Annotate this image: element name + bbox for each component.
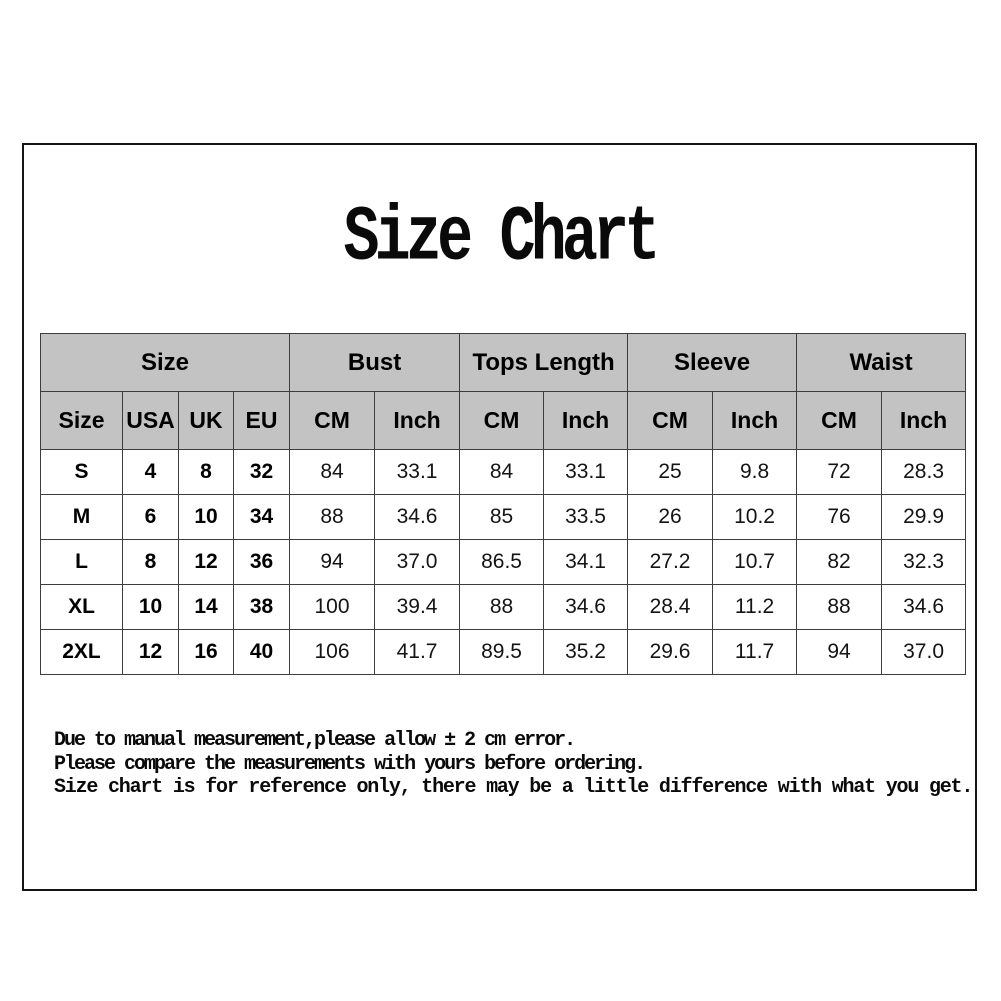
size-chart-table: Size Bust Tops Length Sleeve Waist Size … bbox=[39, 333, 967, 675]
table-cell: 39.4 bbox=[374, 584, 461, 630]
table-cell: M bbox=[40, 494, 123, 540]
table-row-xl: XL 10 14 38 100 39.4 88 34.6 28.4 11.2 8… bbox=[40, 584, 967, 630]
table-cell: 100 bbox=[289, 584, 376, 630]
table-cell: 85 bbox=[459, 494, 545, 540]
table-cell: 11.7 bbox=[712, 629, 798, 675]
table-cell: 10 bbox=[122, 584, 179, 630]
note-line-3: Size chart is for reference only, there … bbox=[54, 776, 973, 799]
column-header-waist-inch: Inch bbox=[881, 391, 967, 450]
table-cell: 28.4 bbox=[627, 584, 714, 630]
column-header-tops-cm: CM bbox=[459, 391, 545, 450]
column-header-usa: USA bbox=[122, 391, 179, 450]
outer-frame: Size Chart Size Bust Tops Length Sleeve … bbox=[22, 143, 977, 891]
column-header-uk: UK bbox=[178, 391, 234, 450]
page-title: Size Chart bbox=[343, 194, 660, 284]
table-cell: 10 bbox=[178, 494, 234, 540]
table-cell: 34 bbox=[232, 494, 291, 540]
column-header-bust-cm: CM bbox=[289, 391, 376, 450]
column-header-size: Size bbox=[40, 391, 123, 450]
group-header-row: Size Bust Tops Length Sleeve Waist bbox=[39, 333, 967, 392]
table-cell: 88 bbox=[289, 494, 376, 540]
column-header-tops-inch: Inch bbox=[543, 391, 629, 450]
table-cell: 41.7 bbox=[374, 629, 461, 675]
table-cell: 28.3 bbox=[881, 449, 967, 495]
table-cell: 16 bbox=[178, 629, 234, 675]
table-cell: 37.0 bbox=[881, 629, 967, 675]
measurement-notes: Due to manual measurement,please allow ±… bbox=[54, 729, 973, 800]
table-cell: 33.1 bbox=[543, 449, 629, 495]
table-cell: 25 bbox=[627, 449, 714, 495]
table-row-m: M 6 10 34 88 34.6 85 33.5 26 10.2 76 29.… bbox=[40, 494, 967, 540]
table-cell: 9.8 bbox=[712, 449, 798, 495]
note-line-1: Due to manual measurement,please allow ±… bbox=[54, 729, 576, 752]
table-cell: 106 bbox=[289, 629, 376, 675]
column-header-row: Size USA UK EU CM Inch CM Inch CM Inch C… bbox=[40, 391, 967, 450]
table-cell: 29.6 bbox=[627, 629, 714, 675]
column-header-eu: EU bbox=[232, 391, 291, 450]
note-line-2: Please compare the measurements with you… bbox=[54, 752, 646, 776]
table-cell: 27.2 bbox=[627, 539, 714, 585]
table-cell: 12 bbox=[122, 629, 179, 675]
table-cell: 29.9 bbox=[881, 494, 967, 540]
table-cell: 76 bbox=[796, 494, 883, 540]
table-cell: 6 bbox=[122, 494, 179, 540]
table-cell: 8 bbox=[122, 539, 179, 585]
group-header-bust: Bust bbox=[289, 333, 461, 392]
column-header-waist-cm: CM bbox=[796, 391, 883, 450]
column-header-sleeve-cm: CM bbox=[627, 391, 714, 450]
table-cell: 88 bbox=[796, 584, 883, 630]
table-cell: 10.7 bbox=[712, 539, 798, 585]
table-cell: 94 bbox=[289, 539, 376, 585]
table-cell: 86.5 bbox=[459, 539, 545, 585]
table-cell: XL bbox=[40, 584, 123, 630]
table-cell: 32.3 bbox=[881, 539, 967, 585]
table-cell: 32 bbox=[232, 449, 291, 495]
table-cell: 26 bbox=[627, 494, 714, 540]
group-header-sleeve: Sleeve bbox=[627, 333, 798, 392]
table-cell: 34.6 bbox=[881, 584, 967, 630]
column-header-bust-inch: Inch bbox=[374, 391, 461, 450]
table-cell: 84 bbox=[459, 449, 545, 495]
table-cell: 35.2 bbox=[543, 629, 629, 675]
table-row-s: S 4 8 32 84 33.1 84 33.1 25 9.8 72 28.3 bbox=[40, 449, 967, 495]
table-cell: 8 bbox=[178, 449, 234, 495]
group-header-size: Size bbox=[39, 333, 291, 392]
table-cell: 94 bbox=[796, 629, 883, 675]
table-cell: 89.5 bbox=[459, 629, 545, 675]
table-cell: 10.2 bbox=[712, 494, 798, 540]
table-cell: 34.6 bbox=[543, 584, 629, 630]
table-cell: 40 bbox=[232, 629, 291, 675]
table-cell: 34.1 bbox=[543, 539, 629, 585]
table-cell: 2XL bbox=[40, 629, 123, 675]
table-cell: L bbox=[40, 539, 123, 585]
group-header-tops-length: Tops Length bbox=[459, 333, 629, 392]
table-cell: 34.6 bbox=[374, 494, 461, 540]
table-row-2xl: 2XL 12 16 40 106 41.7 89.5 35.2 29.6 11.… bbox=[40, 629, 967, 675]
table-cell: 36 bbox=[232, 539, 291, 585]
column-header-sleeve-inch: Inch bbox=[712, 391, 798, 450]
table-cell: 14 bbox=[178, 584, 234, 630]
table-cell: 82 bbox=[796, 539, 883, 585]
table-cell: S bbox=[40, 449, 123, 495]
table-cell: 88 bbox=[459, 584, 545, 630]
table-cell: 33.5 bbox=[543, 494, 629, 540]
table-row-l: L 8 12 36 94 37.0 86.5 34.1 27.2 10.7 82… bbox=[40, 539, 967, 585]
table-cell: 37.0 bbox=[374, 539, 461, 585]
table-cell: 12 bbox=[178, 539, 234, 585]
group-header-waist: Waist bbox=[796, 333, 967, 392]
table-cell: 33.1 bbox=[374, 449, 461, 495]
table-cell: 11.2 bbox=[712, 584, 798, 630]
table-cell: 72 bbox=[796, 449, 883, 495]
table-cell: 4 bbox=[122, 449, 179, 495]
table-cell: 84 bbox=[289, 449, 376, 495]
table-cell: 38 bbox=[232, 584, 291, 630]
